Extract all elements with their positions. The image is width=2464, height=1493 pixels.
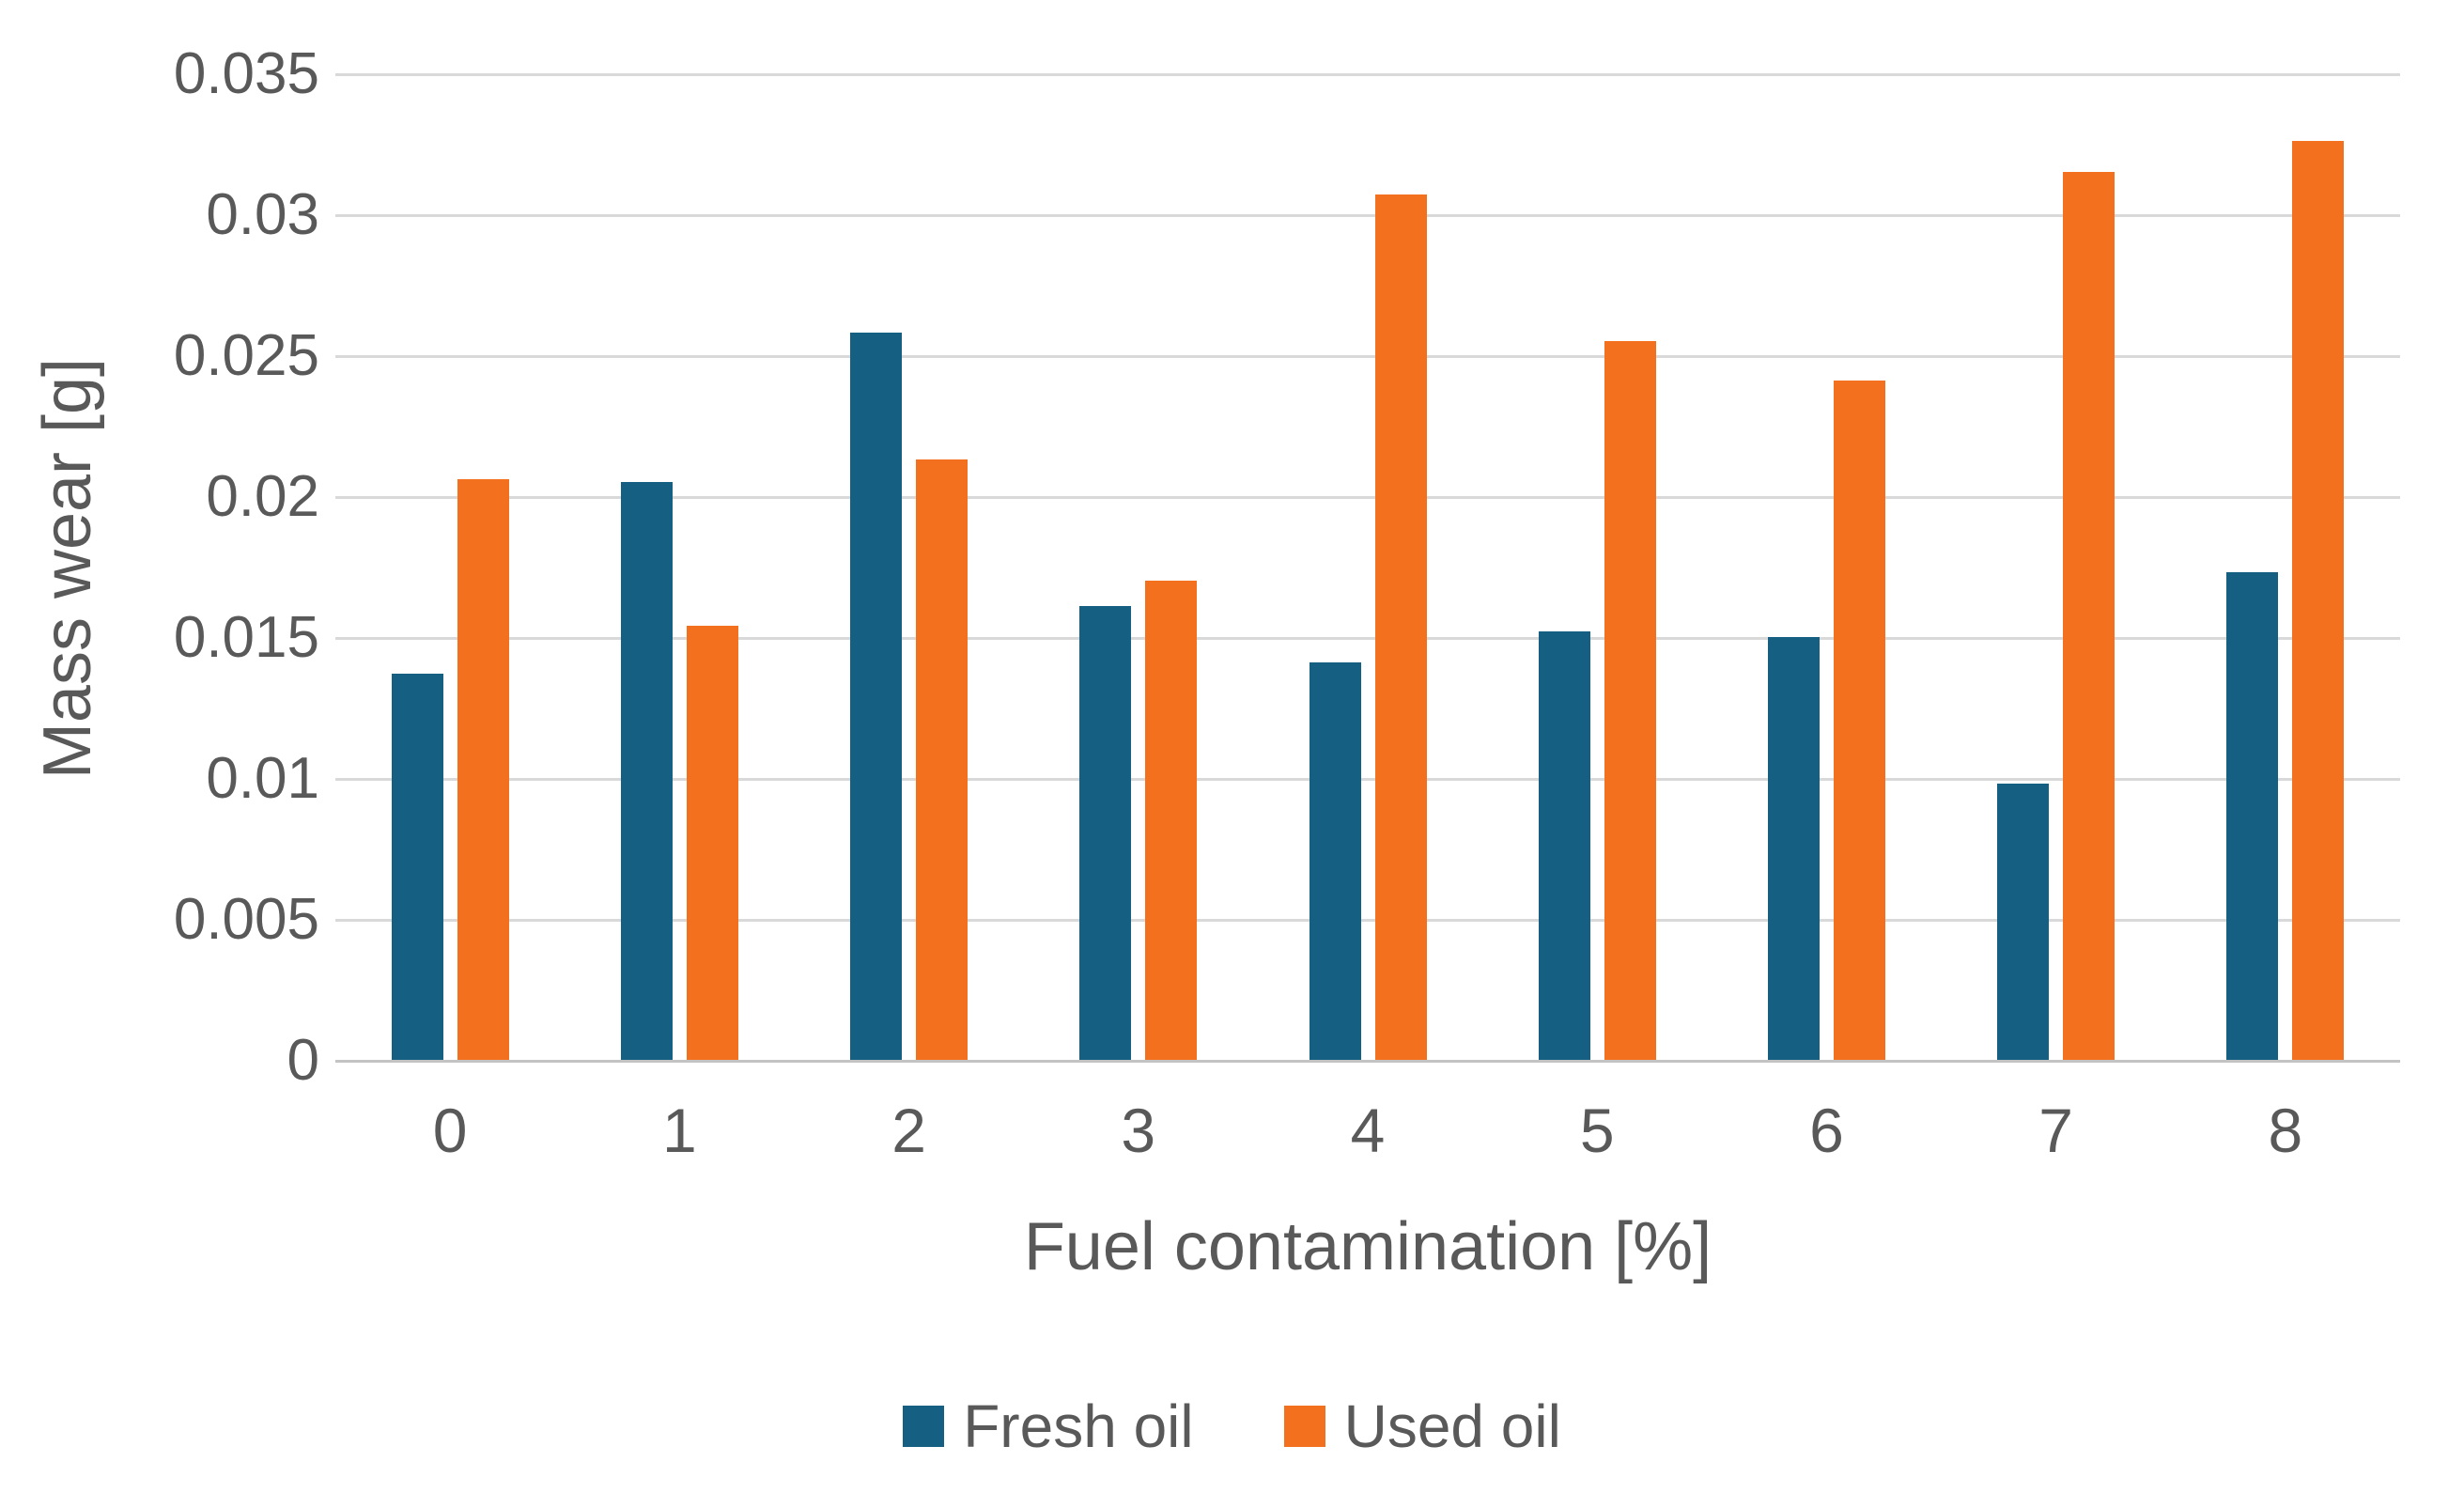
bar-used-oil-3 [1145,581,1198,1060]
gridline [335,919,2400,922]
y-tick-label: 0.035 [173,41,319,106]
x-axis-title: Fuel contamination [%] [1023,1209,1712,1284]
x-tick-label: 3 [1121,1096,1156,1165]
bar-fresh-oil-5 [1538,631,1590,1060]
bar-fresh-oil-6 [1767,637,1820,1060]
y-tick-label: 0 [287,1028,319,1093]
legend-label: Fresh oil [963,1392,1194,1460]
bar-fresh-oil-1 [620,482,673,1060]
x-tick-label: 7 [2038,1096,2074,1165]
bar-used-oil-0 [457,479,509,1060]
legend-item-used-oil: Used oil [1283,1392,1561,1460]
x-axis-line [335,1060,2400,1063]
y-tick-label: 0.01 [206,746,319,811]
x-tick-label: 8 [2268,1096,2303,1165]
x-tick-label: 2 [891,1096,926,1165]
x-tick-label: 5 [1579,1096,1615,1165]
legend: Fresh oil Used oil [0,1392,2464,1460]
bar-used-oil-8 [2292,141,2345,1060]
y-tick-label: 0.025 [173,323,319,388]
gridline [335,214,2400,217]
bar-used-oil-4 [1374,194,1427,1060]
y-tick-label: 0.015 [173,605,319,670]
bar-fresh-oil-7 [1997,784,2050,1060]
legend-item-fresh-oil: Fresh oil [903,1392,1194,1460]
legend-label: Used oil [1343,1392,1561,1460]
x-tick-label: 0 [432,1096,468,1165]
bar-used-oil-2 [916,459,969,1060]
y-tick-label: 0.03 [206,182,319,247]
bar-used-oil-1 [686,626,738,1060]
plot-area [335,73,2400,1063]
legend-marker-icon [1283,1406,1325,1447]
bar-used-oil-6 [1833,381,1885,1060]
gridline [335,778,2400,781]
bar-fresh-oil-2 [850,333,903,1060]
bar-fresh-oil-0 [391,674,443,1060]
y-tick-label: 0.02 [206,464,319,529]
bar-fresh-oil-3 [1079,606,1132,1060]
x-tick-label: 6 [1809,1096,1844,1165]
bar-used-oil-5 [1604,341,1656,1060]
gridline [335,355,2400,358]
bar-fresh-oil-8 [2226,572,2279,1060]
bar-fresh-oil-4 [1309,662,1361,1060]
x-tick-label: 4 [1350,1096,1386,1165]
x-tick-label: 1 [661,1096,697,1165]
gridline [335,637,2400,640]
y-tick-label: 0.005 [173,887,319,952]
bar-used-oil-7 [2063,172,2115,1060]
legend-marker-icon [903,1406,945,1447]
gridline [335,496,2400,499]
gridline [335,73,2400,76]
